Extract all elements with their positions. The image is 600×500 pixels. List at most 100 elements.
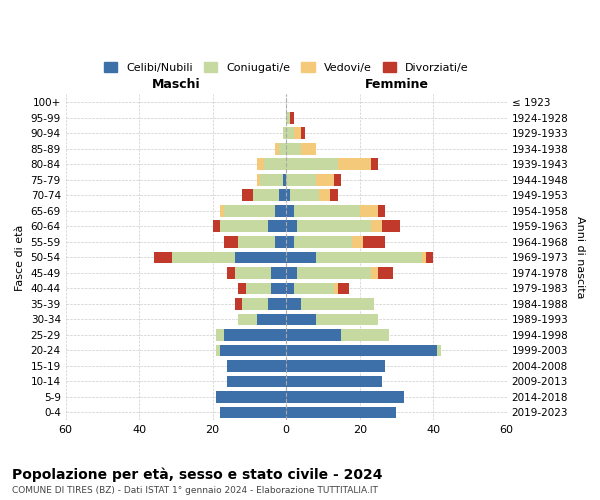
Bar bbox=[286, 282, 293, 294]
Bar bbox=[286, 314, 316, 325]
Bar bbox=[227, 267, 235, 278]
Bar bbox=[212, 220, 220, 232]
Bar bbox=[220, 406, 286, 418]
Bar bbox=[286, 112, 290, 124]
Bar bbox=[268, 220, 286, 232]
Bar bbox=[316, 174, 334, 186]
Bar bbox=[268, 298, 286, 310]
Bar bbox=[371, 220, 382, 232]
Bar bbox=[275, 236, 286, 248]
Bar bbox=[264, 158, 286, 170]
Bar bbox=[238, 236, 275, 248]
Bar bbox=[378, 205, 385, 216]
Bar bbox=[286, 220, 297, 232]
Bar bbox=[238, 282, 246, 294]
Y-axis label: Fasce di età: Fasce di età bbox=[15, 224, 25, 290]
Bar bbox=[220, 205, 224, 216]
Bar bbox=[224, 236, 238, 248]
Bar bbox=[286, 190, 290, 201]
Bar bbox=[286, 267, 297, 278]
Bar bbox=[224, 329, 286, 340]
Bar bbox=[293, 205, 360, 216]
Bar bbox=[371, 158, 378, 170]
Bar bbox=[257, 314, 286, 325]
Bar bbox=[279, 143, 286, 154]
Bar bbox=[334, 282, 338, 294]
Bar bbox=[242, 298, 268, 310]
Bar bbox=[271, 267, 286, 278]
Bar bbox=[290, 112, 293, 124]
Bar bbox=[290, 190, 319, 201]
Bar bbox=[382, 220, 400, 232]
Bar bbox=[426, 252, 433, 263]
Bar bbox=[224, 205, 275, 216]
Bar bbox=[352, 236, 364, 248]
Text: Femmine: Femmine bbox=[364, 78, 428, 92]
Bar bbox=[260, 174, 283, 186]
Bar bbox=[253, 190, 279, 201]
Bar bbox=[319, 190, 331, 201]
Bar bbox=[220, 220, 268, 232]
Bar bbox=[275, 143, 279, 154]
Bar bbox=[271, 282, 286, 294]
Bar bbox=[297, 267, 371, 278]
Bar bbox=[286, 236, 293, 248]
Bar bbox=[235, 267, 271, 278]
Bar bbox=[286, 344, 437, 356]
Bar bbox=[227, 360, 286, 372]
Bar bbox=[286, 391, 404, 402]
Bar bbox=[257, 158, 264, 170]
Bar bbox=[364, 236, 385, 248]
Bar bbox=[316, 314, 378, 325]
Bar bbox=[217, 329, 224, 340]
Text: COMUNE DI TIRES (BZ) - Dati ISTAT 1° gennaio 2024 - Elaborazione TUTTITALIA.IT: COMUNE DI TIRES (BZ) - Dati ISTAT 1° gen… bbox=[12, 486, 378, 495]
Bar bbox=[316, 252, 422, 263]
Bar bbox=[217, 344, 220, 356]
Bar bbox=[286, 329, 341, 340]
Bar bbox=[371, 267, 378, 278]
Bar bbox=[286, 252, 316, 263]
Bar bbox=[286, 205, 293, 216]
Bar bbox=[246, 282, 271, 294]
Bar bbox=[235, 298, 242, 310]
Bar bbox=[378, 267, 393, 278]
Bar bbox=[301, 128, 305, 139]
Bar bbox=[338, 282, 349, 294]
Bar bbox=[283, 128, 286, 139]
Bar bbox=[341, 329, 389, 340]
Bar bbox=[286, 158, 338, 170]
Bar bbox=[286, 143, 301, 154]
Y-axis label: Anni di nascita: Anni di nascita bbox=[575, 216, 585, 298]
Bar bbox=[297, 220, 371, 232]
Bar bbox=[286, 128, 293, 139]
Bar bbox=[257, 174, 260, 186]
Bar bbox=[217, 391, 286, 402]
Bar bbox=[301, 143, 316, 154]
Bar bbox=[172, 252, 235, 263]
Bar bbox=[360, 205, 378, 216]
Bar bbox=[293, 236, 352, 248]
Text: Popolazione per età, sesso e stato civile - 2024: Popolazione per età, sesso e stato civil… bbox=[12, 468, 383, 482]
Bar bbox=[238, 314, 257, 325]
Bar bbox=[301, 298, 374, 310]
Bar bbox=[422, 252, 426, 263]
Bar bbox=[286, 360, 385, 372]
Bar bbox=[293, 282, 334, 294]
Bar bbox=[286, 376, 382, 387]
Bar bbox=[293, 128, 301, 139]
Bar bbox=[338, 158, 371, 170]
Bar bbox=[242, 190, 253, 201]
Bar bbox=[286, 406, 397, 418]
Bar bbox=[154, 252, 172, 263]
Bar bbox=[220, 344, 286, 356]
Bar bbox=[437, 344, 440, 356]
Bar bbox=[286, 298, 301, 310]
Bar bbox=[331, 190, 338, 201]
Bar bbox=[227, 376, 286, 387]
Text: Maschi: Maschi bbox=[152, 78, 200, 92]
Bar bbox=[334, 174, 341, 186]
Bar bbox=[235, 252, 286, 263]
Bar bbox=[275, 205, 286, 216]
Bar bbox=[279, 190, 286, 201]
Bar bbox=[286, 174, 316, 186]
